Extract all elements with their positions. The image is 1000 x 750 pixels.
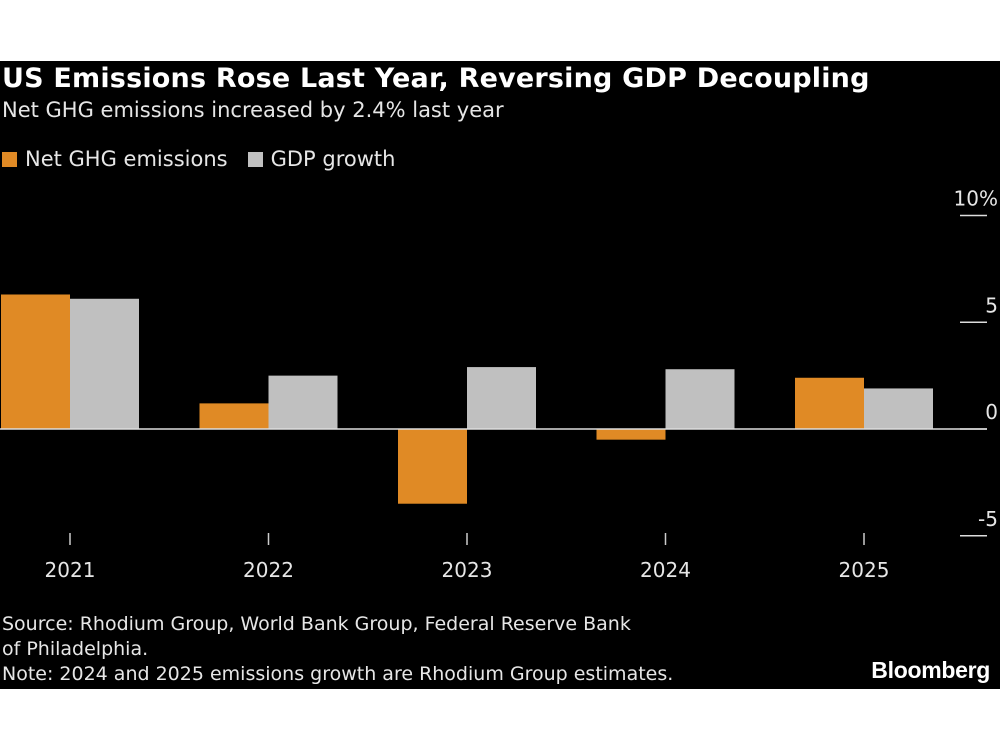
legend: Net GHG emissions GDP growth (2, 147, 415, 171)
bar-gdp-2023 (467, 367, 536, 429)
legend-item-emissions: Net GHG emissions (2, 147, 228, 171)
bar-emissions-2022 (199, 403, 269, 429)
bloomberg-logo: Bloomberg (871, 657, 990, 683)
legend-swatch-emissions (2, 151, 17, 167)
bar-gdp-2022 (268, 375, 338, 429)
y-tick-label: 10% (954, 187, 998, 211)
chart-subtitle: Net GHG emissions increased by 2.4% last… (2, 98, 504, 122)
y-tick-label: -5 (978, 507, 998, 531)
bar-emissions-2024 (596, 429, 666, 440)
bar-gdp-2021 (70, 298, 139, 429)
x-tick-label: 2024 (640, 558, 691, 582)
note: Note: 2024 and 2025 emissions growth are… (2, 663, 674, 685)
legend-swatch-gdp (247, 151, 263, 167)
x-tick-label: 2025 (839, 558, 890, 582)
source-line-2: of Philadelphia. (2, 638, 149, 660)
bar-chart: 2021 2022 2023 2024 2025 10% 5 0 -5 (0, 187, 998, 582)
bar-emissions-2021 (1, 294, 70, 429)
x-tick-label: 2021 (45, 558, 96, 582)
x-tick-label: 2022 (243, 558, 294, 582)
bar-emissions-2023 (398, 429, 467, 504)
legend-label-gdp: GDP growth (270, 147, 396, 171)
chart-panel: US Emissions Rose Last Year, Reversing G… (0, 61, 1000, 689)
chart-title: US Emissions Rose Last Year, Reversing G… (2, 63, 870, 94)
y-tick-label: 5 (985, 293, 998, 317)
bar-gdp-2025 (864, 388, 933, 429)
legend-item-gdp: GDP growth (247, 147, 396, 171)
bar-emissions-2025 (795, 377, 864, 429)
bar-gdp-2024 (665, 369, 735, 429)
source-line-1: Source: Rhodium Group, World Bank Group,… (2, 613, 631, 635)
y-tick-label: 0 (985, 400, 998, 424)
legend-label-emissions: Net GHG emissions (25, 147, 228, 171)
x-tick-label: 2023 (442, 558, 493, 582)
